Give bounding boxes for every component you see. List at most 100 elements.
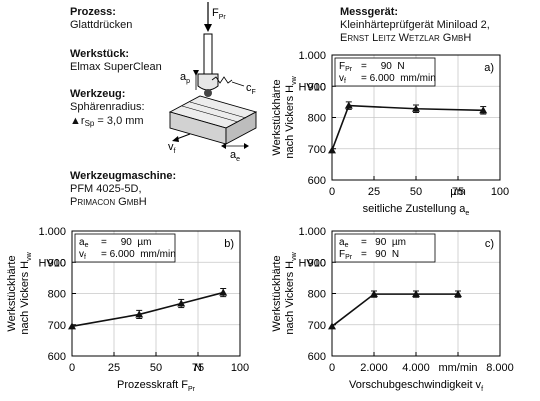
force-label: FPr — [212, 7, 226, 21]
param-box — [334, 57, 436, 87]
y-axis-label-line1: Werkstückhärte — [271, 255, 283, 331]
param-box — [334, 233, 436, 263]
x-unit-label: N — [194, 362, 202, 374]
param-value: = 90 N — [361, 249, 399, 260]
x-axis-label: Prozesskraft FPr — [117, 379, 196, 393]
maschine-value-1: PFM 4025-5D, — [70, 183, 142, 195]
tool-sphere — [204, 89, 212, 97]
y-tick-label: 800 — [308, 289, 326, 301]
ae-label: ae — [230, 149, 240, 163]
spring-icon — [211, 76, 233, 84]
y-axis-label-line2: nach Vickers Hvw — [284, 75, 298, 158]
param-name: ae — [339, 237, 349, 249]
data-point — [344, 101, 353, 109]
x-axis-label: Vorschubgeschwindigkeit vf — [349, 379, 483, 393]
y-axis-label: Werkstückhärte nach Vickers Hvw — [271, 251, 298, 334]
prozess-label: Prozess: — [70, 6, 116, 18]
werkzeug-value-2: ▲rSp = 3,0 mm — [70, 115, 144, 130]
param-name: vf — [339, 73, 346, 85]
chart-a: 0 25 50 75 100 µm 600 700 800 900 1.000 HV10Werkstü… — [271, 50, 509, 217]
x-tick-label: 8.000 — [486, 362, 514, 374]
param-value: = 90 N — [361, 61, 405, 72]
y-axis-label: Werkstückhärte nach Vickers Hvw — [6, 251, 33, 334]
param-value: = 90 µm — [101, 237, 152, 248]
panel-letter: a) — [484, 62, 494, 74]
param-name: vf — [79, 249, 86, 261]
x-unit-label: mm/min — [438, 362, 477, 374]
x-tick-label: 4.000 — [402, 362, 430, 374]
x-tick-label: 0 — [329, 362, 335, 374]
werkstueck-label: Werkstück: — [70, 48, 130, 60]
werkzeug-label: Werkzeug: — [70, 88, 126, 100]
x-tick-label: 2.000 — [360, 362, 388, 374]
tool-shank — [203, 33, 213, 75]
panel-letter: b) — [224, 238, 234, 250]
panel-letter: c) — [485, 238, 494, 250]
series-line — [331, 104, 484, 151]
force-arrowhead — [204, 24, 212, 32]
maschine-value-2: Primacon GmbH — [70, 196, 147, 208]
param-name: ae — [79, 237, 89, 249]
param-name: FPr — [339, 249, 353, 261]
x-tick-label: 75 — [192, 362, 204, 374]
x-tick-label: 100 — [231, 362, 249, 374]
werkzeug-value-1: Sphärenradius: — [70, 101, 145, 113]
y-tick-label: 700 — [308, 320, 326, 332]
werkstueck-value: Elmax SuperClean — [70, 61, 162, 73]
radius-subscript: Sp — [84, 119, 95, 128]
data-point — [219, 288, 228, 296]
param-value: = 6.000 mm/min — [361, 73, 436, 84]
data-point — [328, 146, 336, 154]
y-axis-label-line2: nach Vickers Hvw — [284, 251, 298, 334]
y-unit-label: HV10 — [298, 257, 326, 269]
y-unit-label: HV10 — [298, 81, 326, 93]
ap-label: ap — [180, 71, 190, 85]
data-point — [412, 290, 420, 298]
data-point — [135, 310, 144, 318]
y-tick-label: 700 — [48, 320, 66, 332]
x-tick-label: 50 — [150, 362, 162, 374]
y-tick-label: 900 — [308, 81, 326, 93]
param-value: = 90 µm — [361, 237, 406, 248]
y-tick-label: 600 — [308, 351, 326, 363]
data-point — [370, 290, 378, 298]
cf-label: cF — [246, 82, 256, 96]
prozess-value: Glattdrücken — [70, 19, 133, 31]
param-name: FPr — [339, 61, 353, 73]
y-tick-label: 1.000 — [298, 226, 326, 238]
messgeraet-value-2: Ernst Leitz Wetzlar GmbH — [340, 32, 472, 44]
x-tick-label: 25 — [368, 186, 380, 198]
series-line — [331, 293, 458, 327]
chart-c: 0 2.000 4.000 8.000 mm/min 600 700 800 900 1.000 H… — [271, 226, 514, 393]
x-tick-label: 0 — [329, 186, 335, 198]
series-line — [71, 291, 224, 328]
y-axis-label-line2: nach Vickers Hvw — [19, 251, 33, 334]
y-tick-label: 800 — [308, 113, 326, 125]
x-tick-label: 75 — [452, 186, 464, 198]
data-point — [177, 299, 186, 307]
data-point — [454, 290, 462, 298]
x-tick-label: 0 — [69, 362, 75, 374]
y-tick-label: 600 — [48, 351, 66, 363]
y-tick-label: 700 — [308, 144, 326, 156]
y-unit-label: HV10 — [38, 257, 66, 269]
messgeraet-label: Messgerät: — [340, 6, 399, 18]
workpiece-side — [225, 111, 257, 145]
messgeraet-value-1: Kleinhärteprüfgerät Miniload 2, — [340, 19, 490, 31]
data-point — [412, 104, 420, 112]
tool-sketch: FPr cF ap vf ae — [168, 2, 258, 163]
y-tick-label: 900 — [48, 257, 66, 269]
x-unit-label: µm — [450, 186, 466, 198]
data-point — [328, 322, 336, 330]
y-tick-label: 900 — [308, 257, 326, 269]
x-tick-label: 100 — [491, 186, 509, 198]
y-tick-label: 600 — [308, 175, 326, 187]
tool-holder — [197, 73, 219, 91]
radius-value: = 3,0 mm — [97, 115, 144, 127]
vf-label: vf — [168, 141, 176, 155]
param-box — [74, 233, 176, 263]
y-axis-label: Werkstückhärte nach Vickers Hvw — [271, 75, 298, 158]
x-tick-label: 50 — [410, 186, 422, 198]
x-axis-label: seitliche Zustellung ae — [363, 203, 470, 217]
y-tick-label: 1.000 — [298, 50, 326, 62]
